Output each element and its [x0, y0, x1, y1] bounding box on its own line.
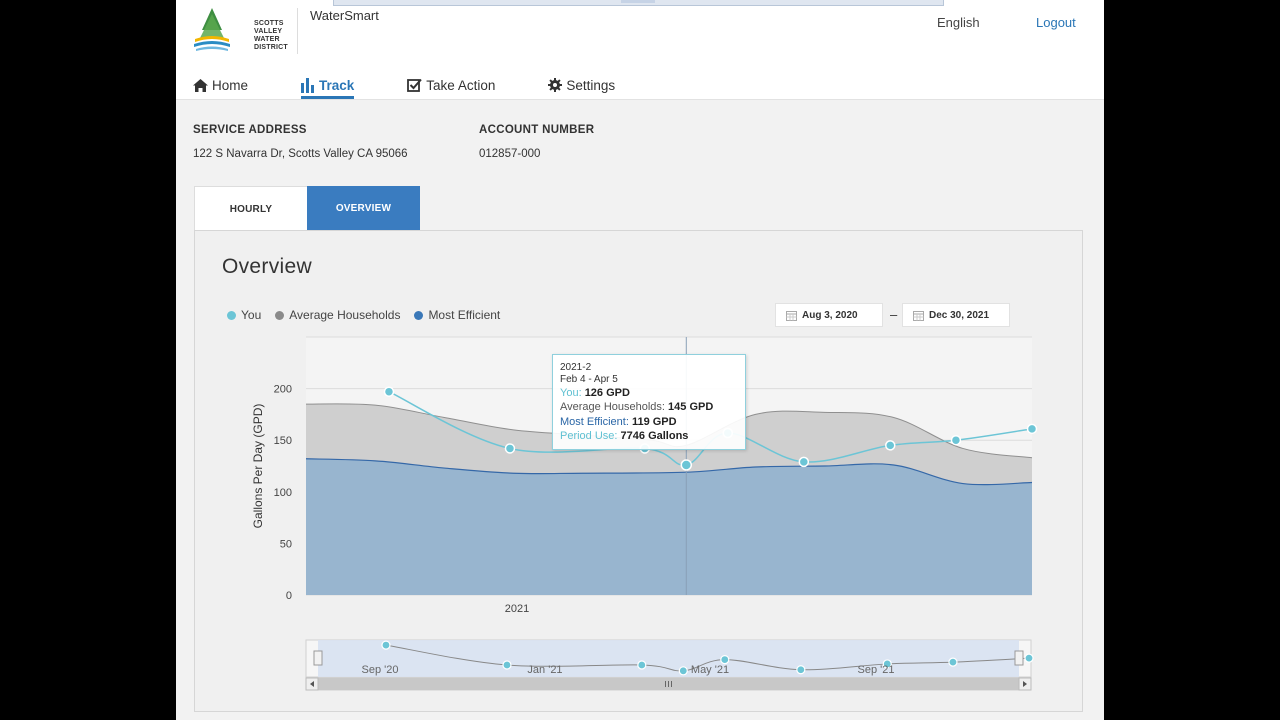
tree-logo-icon [194, 8, 230, 51]
arrow-left-icon [310, 681, 314, 687]
navigator-point [1024, 653, 1034, 663]
navigator-point [381, 640, 391, 650]
y-tick-label: 50 [280, 538, 292, 550]
navigator-selection [318, 640, 1019, 677]
app-name: WaterSmart [310, 8, 379, 23]
nav-take-action-label: Take Action [426, 77, 496, 93]
nav-home[interactable]: Home [193, 74, 248, 96]
legend-you-label: You [241, 308, 262, 322]
tooltip-eff-value: 119 GPD [631, 415, 677, 428]
tooltip-range: Feb 4 - Apr 5 [560, 374, 618, 385]
tooltip-you-label: You: [560, 387, 582, 399]
start-date-picker[interactable]: Aug 3, 2020 [775, 303, 883, 327]
y-tick-label: 100 [274, 487, 292, 499]
page: SCOTTS VALLEY WATER DISTRICT WaterSmart … [176, 0, 1104, 720]
tooltip-period-use-label: Period Use: [560, 429, 618, 442]
legend-you[interactable]: You [227, 308, 261, 322]
calendar-icon [913, 310, 924, 321]
navigator-point [502, 660, 512, 670]
bar-chart-icon [301, 77, 315, 93]
legend-average-dot [275, 310, 285, 320]
language-selector[interactable]: English [937, 15, 980, 30]
legend-efficient-dot [414, 310, 424, 320]
nav-take-action[interactable]: Take Action [407, 74, 495, 96]
y-tick-label: 150 [274, 435, 292, 447]
checkbox-icon [407, 78, 423, 92]
gear-icon [548, 78, 563, 92]
navigator-label: Jan '21 [527, 664, 562, 676]
logo-text-line-1: SCOTTS VALLEY [254, 20, 284, 35]
account-number-value: 012857-000 [479, 148, 541, 160]
legend-average-label: Average Households [289, 308, 401, 322]
you-point [1026, 423, 1038, 435]
header-divider [297, 8, 298, 54]
account-number-label: ACCOUNT NUMBER [479, 124, 595, 136]
scotts-valley-logo[interactable]: SCOTTS VALLEY WATER DISTRICT [192, 6, 292, 56]
logo-text-line-2: WATER DISTRICT [254, 36, 288, 51]
tooltip-period: 2021-2 [560, 362, 592, 373]
navigator-point [720, 654, 730, 665]
navigator-label: May '21 [691, 664, 729, 676]
nav-track-label: Track [319, 77, 355, 93]
end-date-value: Dec 30, 2021 [929, 309, 990, 321]
date-separator: – [890, 307, 898, 322]
nav-track[interactable]: Track [301, 74, 355, 99]
nav-home-label: Home [212, 77, 249, 93]
start-date-value: Aug 3, 2020 [802, 309, 858, 321]
legend-you-dot [227, 310, 236, 320]
tooltip-avg-label: Average Households: [560, 401, 665, 414]
tab-overview[interactable]: OVERVIEW [307, 186, 420, 230]
service-address-label: SERVICE ADDRESS [193, 124, 307, 136]
most-efficient-area [306, 458, 1032, 595]
you-point [798, 456, 810, 468]
tooltip-period-use-value: 7746 Gallons [620, 429, 689, 442]
you-point [504, 443, 516, 454]
y-tick-label: 0 [286, 590, 292, 602]
navigator-point [678, 666, 688, 676]
nav-settings-label: Settings [566, 77, 616, 93]
y-tick-label: 200 [274, 384, 292, 396]
logout-link[interactable]: Logout [1036, 15, 1076, 30]
home-icon [193, 78, 208, 92]
tooltip-avg-value: 145 GPD [668, 401, 714, 414]
legend-efficient[interactable]: Most Efficient [414, 308, 500, 322]
calendar-icon [786, 310, 797, 321]
legend-average[interactable]: Average Households [275, 308, 400, 322]
service-address-value: 122 S Navarra Dr, Scotts Valley CA 95066 [193, 148, 408, 160]
scrollbar-grip-icon [665, 681, 672, 687]
main-nav: Home Track Take Action Settings [193, 74, 668, 100]
navigator-right-handle[interactable] [1014, 650, 1024, 666]
navigator-point [796, 665, 806, 675]
legend-efficient-label: Most Efficient [428, 308, 501, 322]
navigator-point [882, 659, 892, 669]
chart-legend: You Average Households Most Efficient [227, 308, 514, 322]
x-tick-label: 2021 [505, 603, 529, 615]
tooltip-eff-label: Most Efficient: [560, 415, 629, 428]
navigator-left-handle[interactable] [313, 650, 323, 666]
you-point [383, 386, 395, 397]
tooltip-you-value: 126 GPD [584, 387, 630, 399]
you-point [885, 440, 896, 451]
navigator-point [948, 657, 958, 667]
nav-settings[interactable]: Settings [548, 74, 615, 96]
navigator-label: Sep '21 [858, 664, 895, 676]
you-point [950, 434, 962, 446]
navigator-label: Sep '20 [362, 664, 399, 676]
you-point [680, 459, 693, 471]
navigator-point [637, 660, 647, 670]
browser-popup-edge [333, 0, 944, 6]
arrow-right-icon [1023, 681, 1027, 687]
chart-tooltip: 2021-2 Feb 4 - Apr 5 You: 126 GPD Averag… [552, 354, 746, 450]
y-axis-label: Gallons Per Day (GPD) [251, 404, 265, 529]
end-date-picker[interactable]: Dec 30, 2021 [902, 303, 1010, 327]
panel-title: Overview [222, 255, 312, 278]
usage-chart[interactable]: 0 50 100 150 200 Gallons Per Day (GPD) 2021 Sep… [176, 0, 1104, 720]
